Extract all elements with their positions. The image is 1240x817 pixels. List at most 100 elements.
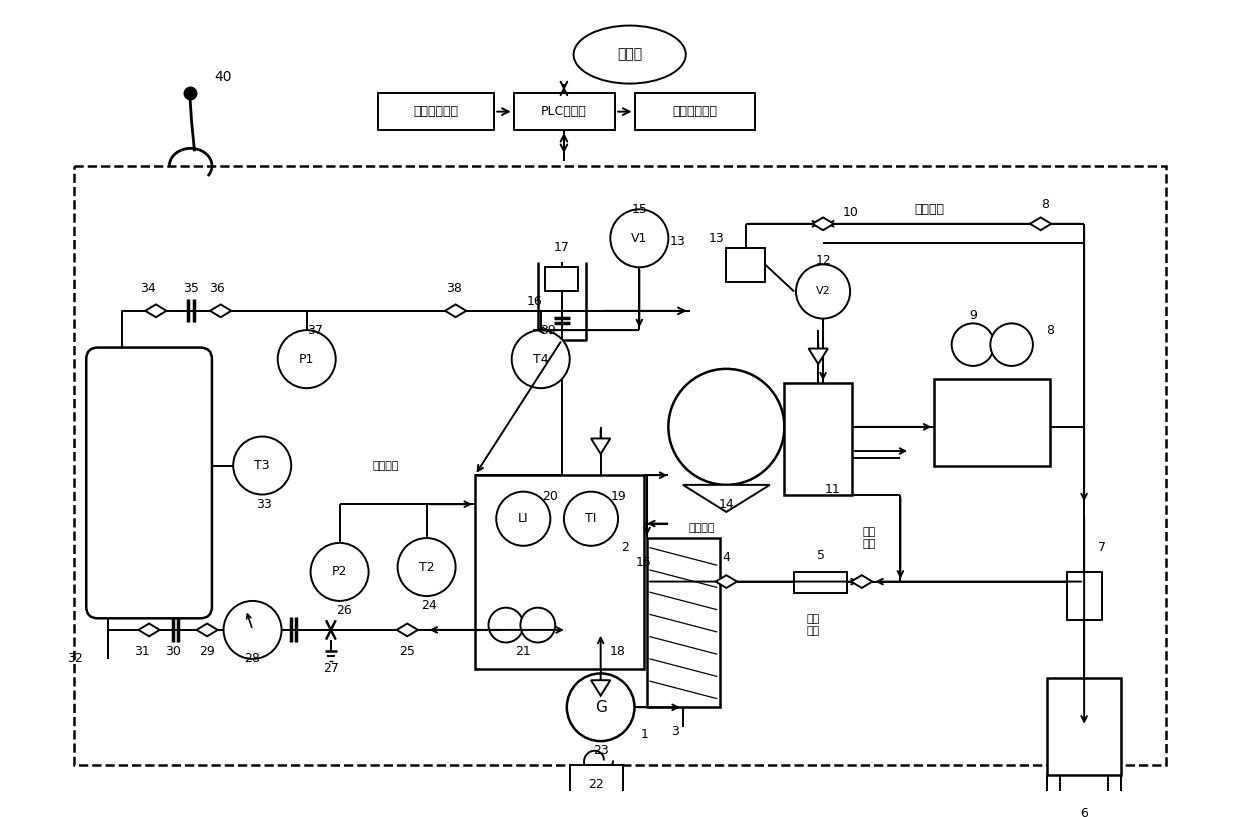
Text: 23: 23 (593, 744, 609, 757)
Text: V2: V2 (816, 287, 831, 297)
Ellipse shape (574, 25, 686, 83)
Text: 2: 2 (621, 541, 629, 554)
Polygon shape (812, 217, 833, 230)
Circle shape (668, 368, 785, 484)
Circle shape (489, 608, 523, 642)
Text: 人机交互界面: 人机交互界面 (414, 105, 459, 118)
Text: 6: 6 (1080, 807, 1087, 817)
Bar (785, 383, 852, 494)
Circle shape (496, 492, 551, 546)
Text: 回液回路: 回液回路 (373, 461, 399, 471)
Text: 18: 18 (610, 645, 626, 658)
Bar (635, 93, 755, 130)
Text: V1: V1 (631, 232, 647, 245)
Polygon shape (851, 575, 873, 588)
Polygon shape (196, 623, 218, 636)
Bar (544, 267, 578, 292)
Text: 1: 1 (640, 728, 649, 741)
Text: 29: 29 (200, 645, 215, 658)
Bar (794, 572, 847, 593)
Bar (1048, 678, 1121, 775)
Circle shape (567, 673, 635, 741)
Text: 13: 13 (709, 232, 724, 245)
Text: 4: 4 (723, 551, 730, 564)
Text: 9: 9 (968, 309, 977, 322)
Circle shape (233, 436, 291, 494)
Text: LI: LI (518, 512, 528, 525)
Text: 34: 34 (140, 282, 156, 295)
Text: T4: T4 (533, 353, 548, 366)
Polygon shape (591, 439, 610, 454)
Bar (727, 248, 765, 282)
Bar (475, 475, 644, 668)
Text: 5: 5 (817, 549, 825, 562)
Bar (1066, 572, 1101, 620)
Bar (647, 538, 719, 708)
Polygon shape (397, 623, 418, 636)
Text: 30: 30 (165, 645, 181, 658)
Polygon shape (145, 305, 166, 317)
Text: 14: 14 (718, 498, 734, 511)
Text: 13: 13 (670, 234, 686, 248)
Text: P2: P2 (332, 565, 347, 578)
Polygon shape (715, 575, 737, 588)
Text: 10: 10 (842, 206, 858, 219)
Text: T3: T3 (254, 459, 270, 472)
Polygon shape (139, 623, 160, 636)
Circle shape (512, 330, 569, 388)
Circle shape (223, 601, 281, 659)
Circle shape (310, 542, 368, 601)
Text: P1: P1 (299, 353, 315, 366)
Text: 32: 32 (67, 653, 83, 665)
Polygon shape (210, 305, 232, 317)
Circle shape (610, 209, 668, 267)
Text: 22: 22 (588, 778, 604, 791)
Text: 3: 3 (671, 725, 680, 738)
Text: 15: 15 (635, 556, 651, 569)
Text: 38: 38 (445, 282, 461, 295)
Text: 36: 36 (208, 282, 224, 295)
Text: 上位机: 上位机 (618, 47, 642, 61)
Text: 7: 7 (1097, 541, 1106, 554)
Circle shape (796, 265, 851, 319)
Circle shape (951, 324, 994, 366)
Text: 25: 25 (399, 645, 415, 658)
Text: 15: 15 (631, 203, 647, 216)
Text: PLC控制器: PLC控制器 (541, 105, 587, 118)
Text: 26: 26 (336, 604, 352, 617)
Text: 35: 35 (182, 282, 198, 295)
Bar (513, 93, 615, 130)
Bar (934, 378, 1050, 466)
Polygon shape (683, 484, 770, 512)
Text: 37: 37 (308, 324, 324, 337)
FancyBboxPatch shape (87, 347, 212, 618)
Text: T2: T2 (419, 560, 434, 574)
Text: 33: 33 (257, 498, 272, 511)
Circle shape (564, 492, 618, 546)
Text: 安全预警系统: 安全预警系统 (672, 105, 717, 118)
Circle shape (398, 538, 455, 596)
Circle shape (991, 324, 1033, 366)
Text: 28: 28 (244, 653, 260, 665)
Text: G: G (595, 700, 606, 715)
Text: 11: 11 (825, 483, 841, 496)
Text: 24: 24 (420, 599, 436, 612)
Text: 8: 8 (1047, 324, 1054, 337)
Text: 31: 31 (134, 645, 150, 658)
Text: 8: 8 (1042, 198, 1049, 211)
Text: TI: TI (585, 512, 596, 525)
Polygon shape (808, 349, 828, 364)
Text: 39: 39 (541, 324, 557, 337)
Polygon shape (1030, 217, 1052, 230)
Text: 21: 21 (516, 645, 531, 658)
Text: 12: 12 (815, 254, 831, 267)
Polygon shape (445, 305, 466, 317)
Bar (569, 766, 622, 794)
Circle shape (521, 608, 556, 642)
Text: 回油通道: 回油通道 (689, 524, 715, 534)
Text: 40: 40 (215, 69, 232, 84)
Polygon shape (591, 681, 610, 695)
Text: 制冷
回路: 制冷 回路 (807, 614, 820, 636)
Text: 16: 16 (527, 295, 543, 308)
Bar (378, 93, 495, 130)
